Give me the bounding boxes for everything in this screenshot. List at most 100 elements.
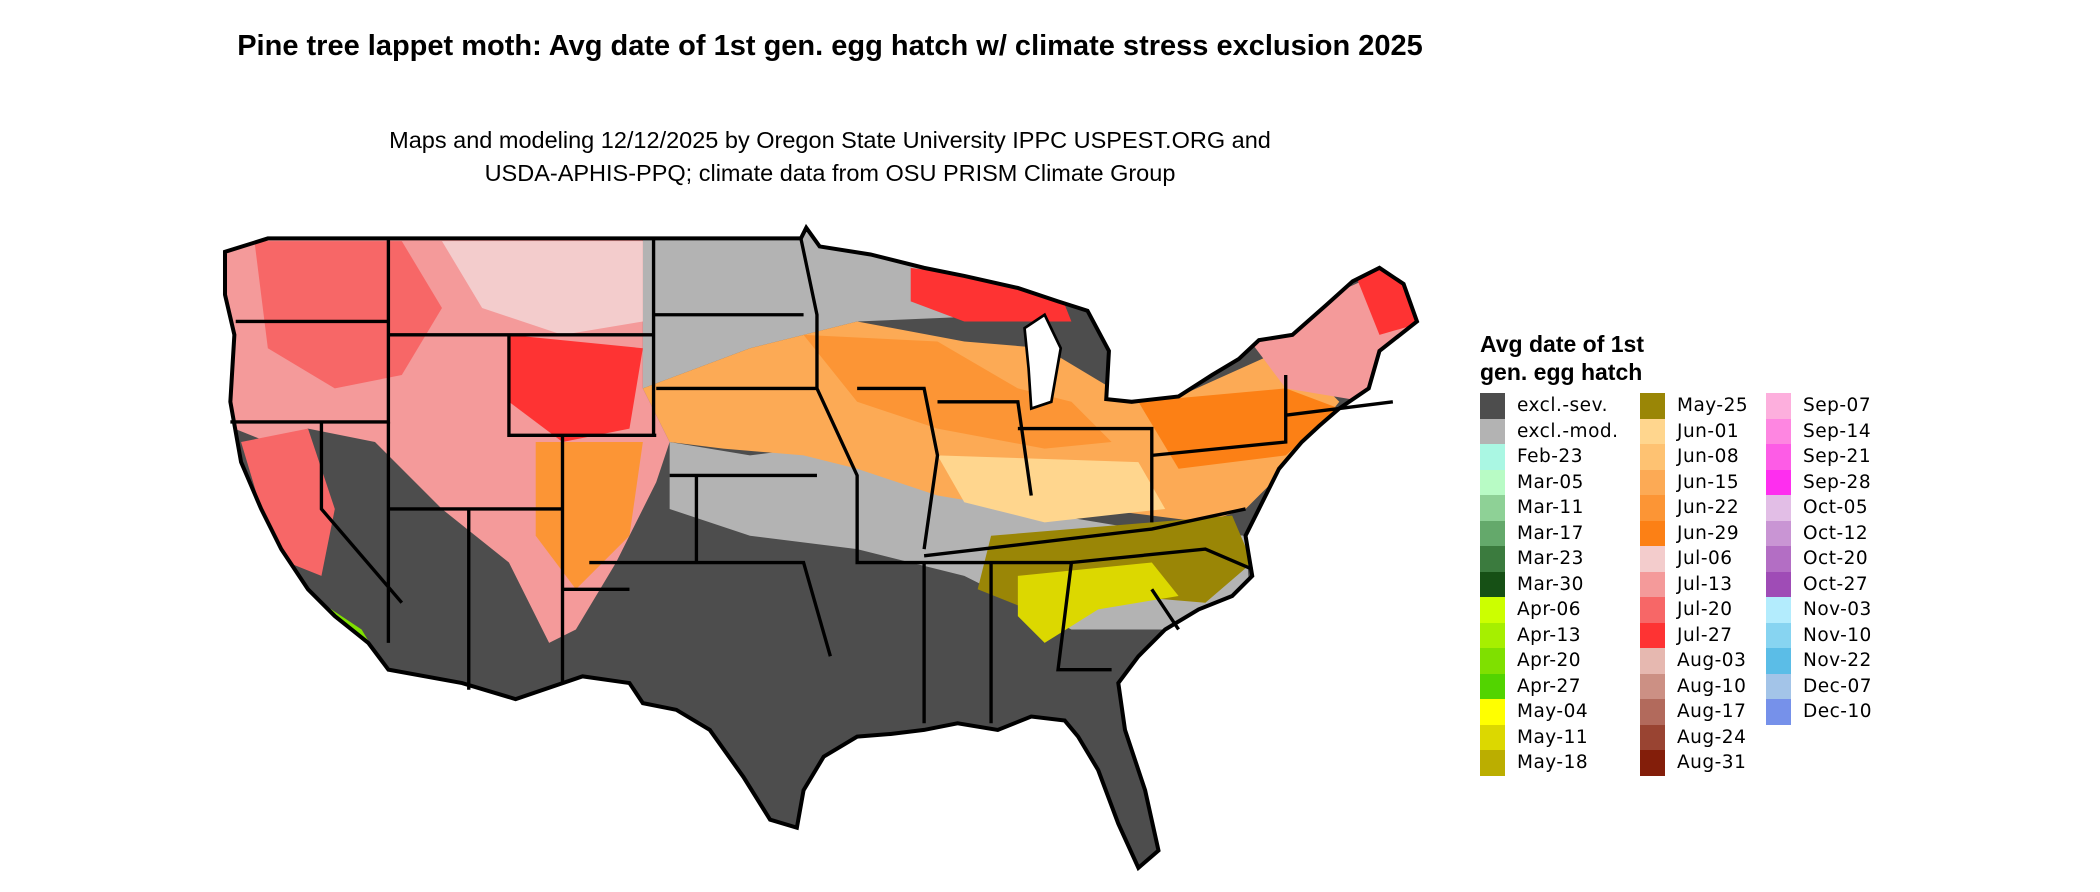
legend-swatch: [1640, 622, 1665, 648]
legend-item: Sep-07: [1766, 393, 1872, 419]
legend-swatch: [1640, 444, 1665, 470]
legend-swatch: [1480, 597, 1505, 623]
legend-swatch: [1640, 393, 1665, 419]
legend-label: Sep-07: [1803, 395, 1872, 417]
legend-item: Feb-23: [1480, 444, 1619, 470]
legend-label: Nov-10: [1803, 624, 1872, 646]
legend-swatch: [1480, 469, 1505, 495]
legend-swatch: [1480, 622, 1505, 648]
legend-label: Oct-20: [1803, 548, 1869, 570]
legend-label: May-25: [1677, 395, 1749, 417]
legend-swatch: [1480, 699, 1505, 725]
legend: Avg date of 1st gen. egg hatch excl.-sev…: [1480, 330, 1872, 776]
legend-swatch: [1766, 597, 1791, 623]
legend-label: Dec-07: [1803, 675, 1873, 697]
legend-swatch: [1480, 418, 1505, 444]
legend-label: May-18: [1517, 752, 1589, 774]
legend-label: Jun-01: [1677, 420, 1740, 442]
subtitle-line-1: Maps and modeling 12/12/2025 by Oregon S…: [389, 127, 1271, 153]
legend-swatch: [1766, 393, 1791, 419]
legend-swatch: [1766, 495, 1791, 521]
legend-label: Mar-11: [1517, 497, 1584, 519]
legend-label: Apr-27: [1517, 675, 1582, 697]
legend-label: May-11: [1517, 726, 1589, 748]
legend-swatch: [1766, 469, 1791, 495]
legend-swatch: [1640, 469, 1665, 495]
legend-label: Aug-31: [1677, 752, 1747, 774]
legend-label: Jul-27: [1677, 624, 1733, 646]
legend-item: Aug-10: [1640, 673, 1748, 699]
legend-swatch: [1480, 495, 1505, 521]
legend-label: Jul-06: [1677, 548, 1733, 570]
legend-swatch: [1640, 571, 1665, 597]
map-subtitle: Maps and modeling 12/12/2025 by Oregon S…: [230, 124, 1430, 190]
legend-swatch: [1640, 648, 1665, 674]
legend-swatch: [1480, 673, 1505, 699]
legend-item: Mar-05: [1480, 469, 1619, 495]
legend-column: May-25 Jun-01 Jun-08 Jun-15 Jun-22 Jun-29 Jul-…: [1640, 393, 1748, 776]
legend-swatch: [1480, 724, 1505, 750]
legend-item: Sep-14: [1766, 418, 1872, 444]
legend-item: Jun-08: [1640, 444, 1748, 470]
legend-column: excl.-sev. excl.-mod. Feb-23 Mar-05 Mar-11 Ma…: [1480, 393, 1619, 776]
legend-item: Mar-23: [1480, 546, 1619, 572]
legend-label: Sep-21: [1803, 446, 1872, 468]
legend-item: Mar-17: [1480, 520, 1619, 546]
legend-item: Jun-29: [1640, 520, 1748, 546]
legend-label: Nov-22: [1803, 650, 1872, 672]
legend-swatch: [1640, 750, 1665, 776]
legend-item: Oct-20: [1766, 546, 1872, 572]
legend-swatch: [1640, 673, 1665, 699]
legend-swatch: [1640, 546, 1665, 572]
legend-item: Apr-06: [1480, 597, 1619, 623]
legend-label: Oct-27: [1803, 573, 1869, 595]
map-title: Pine tree lappet moth: Avg date of 1st g…: [237, 30, 1423, 62]
legend-swatch: [1640, 418, 1665, 444]
legend-item: Dec-10: [1766, 699, 1872, 725]
legend-swatch: [1640, 724, 1665, 750]
legend-title: Avg date of 1st gen. egg hatch: [1480, 331, 1645, 385]
legend-item: Mar-30: [1480, 571, 1619, 597]
legend-item: Aug-31: [1640, 750, 1748, 776]
legend-label: Aug-17: [1677, 701, 1747, 723]
legend-item: Aug-17: [1640, 699, 1748, 725]
legend-label: Mar-05: [1517, 471, 1584, 493]
legend-label: Jul-13: [1677, 573, 1733, 595]
legend-swatch: [1640, 495, 1665, 521]
legend-label: Sep-14: [1803, 420, 1872, 442]
legend-swatch: [1480, 750, 1505, 776]
legend-item: Mar-11: [1480, 495, 1619, 521]
legend-item: Oct-05: [1766, 495, 1872, 521]
legend-swatch: [1640, 597, 1665, 623]
legend-label: Aug-10: [1677, 675, 1747, 697]
legend-item: Nov-03: [1766, 597, 1872, 623]
legend-label: Sep-28: [1803, 471, 1872, 493]
legend-label: Aug-03: [1677, 650, 1747, 672]
legend-item: Nov-22: [1766, 648, 1872, 674]
legend-item: Sep-21: [1766, 444, 1872, 470]
legend-item: Oct-27: [1766, 571, 1872, 597]
legend-label: Jun-22: [1677, 497, 1740, 519]
legend-item: May-18: [1480, 750, 1619, 776]
legend-item: May-04: [1480, 699, 1619, 725]
legend-item: Dec-07: [1766, 673, 1873, 699]
legend-item: Jul-06: [1640, 546, 1748, 572]
legend-swatch: [1766, 418, 1791, 444]
legend-item: Sep-28: [1766, 469, 1872, 495]
legend-label: Oct-05: [1803, 497, 1869, 519]
subtitle-line-2: USDA-APHIS-PPQ; climate data from OSU PR…: [484, 160, 1176, 186]
legend-label: Dec-10: [1803, 701, 1873, 723]
legend-item: Apr-20: [1480, 648, 1619, 674]
legend-item: Nov-10: [1766, 622, 1872, 648]
legend-label: Jun-29: [1677, 522, 1740, 544]
legend-label: Aug-24: [1677, 726, 1747, 748]
legend-swatch: [1766, 648, 1791, 674]
legend-item: excl.-sev.: [1480, 393, 1619, 419]
legend-item: Apr-13: [1480, 622, 1619, 648]
legend-label: May-04: [1517, 701, 1589, 723]
legend-label: Apr-06: [1517, 599, 1582, 621]
legend-column: Sep-07 Sep-14 Sep-21 Sep-28 Oct-05 Oct-12 Oct-…: [1766, 393, 1872, 725]
legend-swatch: [1480, 546, 1505, 572]
legend-swatch: [1766, 520, 1791, 546]
